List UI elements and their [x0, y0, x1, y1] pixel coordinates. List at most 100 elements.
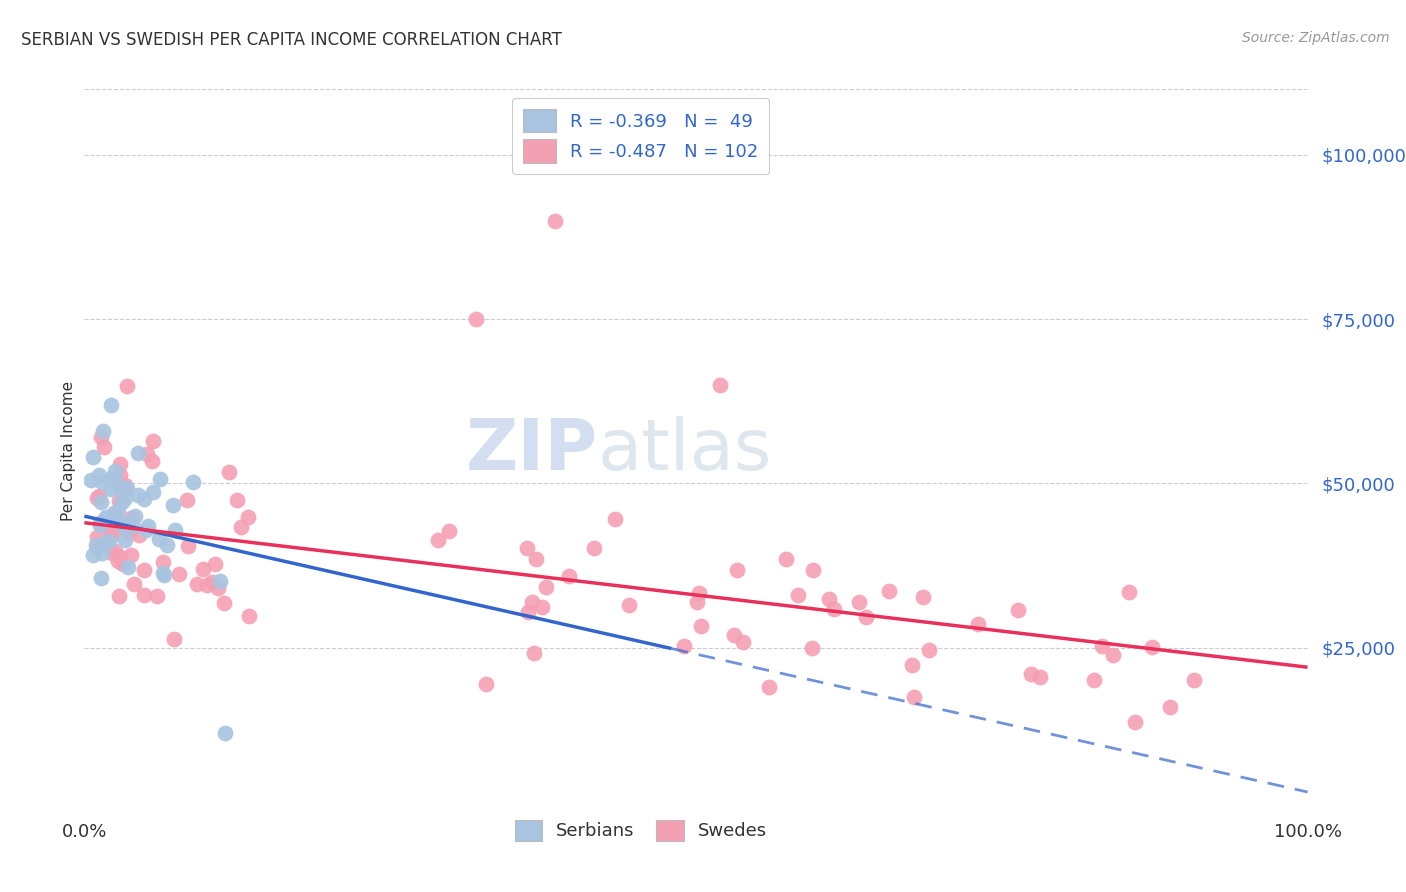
Point — [80, 474, 103, 488]
Point — [901, 658, 924, 673]
Point — [82, 450, 104, 464]
Point — [104, 543, 127, 558]
Point — [176, 493, 198, 508]
Point — [1182, 673, 1205, 688]
Point — [90, 572, 112, 586]
Point — [530, 599, 553, 614]
Point — [238, 609, 260, 624]
Point — [91, 546, 114, 560]
Point — [1123, 714, 1146, 729]
Point — [94, 512, 117, 526]
Point — [558, 569, 581, 583]
Point — [132, 492, 155, 507]
Point — [100, 398, 122, 412]
Point — [128, 528, 150, 542]
Point — [87, 489, 110, 503]
Point — [86, 491, 108, 505]
Point — [103, 509, 125, 524]
Point — [534, 580, 557, 594]
Point — [122, 519, 145, 533]
Text: atlas: atlas — [598, 416, 772, 485]
Point — [1007, 603, 1029, 617]
Point — [524, 552, 547, 566]
Point — [90, 494, 112, 508]
Point — [204, 557, 226, 571]
Point — [127, 488, 149, 502]
Point — [1102, 648, 1125, 663]
Point — [114, 533, 136, 547]
Point — [169, 566, 191, 581]
Point — [723, 627, 745, 641]
Point — [181, 475, 204, 489]
Point — [818, 591, 841, 606]
Point — [163, 632, 186, 646]
Point — [120, 548, 142, 562]
Point — [142, 434, 165, 448]
Point — [114, 491, 136, 506]
Point — [775, 552, 797, 566]
Point — [135, 447, 157, 461]
Point — [112, 519, 135, 533]
Point — [516, 541, 538, 556]
Point — [582, 541, 605, 556]
Point — [823, 602, 845, 616]
Text: SERBIAN VS SWEDISH PER CAPITA INCOME CORRELATION CHART: SERBIAN VS SWEDISH PER CAPITA INCOME COR… — [21, 31, 562, 49]
Point — [209, 574, 232, 589]
Point — [516, 605, 538, 619]
Point — [101, 470, 124, 484]
Point — [91, 424, 114, 438]
Point — [156, 538, 179, 552]
Point — [848, 595, 870, 609]
Point — [475, 677, 498, 691]
Point — [142, 484, 165, 499]
Point — [758, 680, 780, 694]
Point — [903, 690, 925, 705]
Point — [108, 480, 131, 494]
Point — [90, 430, 112, 444]
Point — [89, 518, 111, 533]
Point — [231, 520, 253, 534]
Point — [107, 554, 129, 568]
Point — [100, 474, 122, 488]
Point — [118, 526, 141, 541]
Point — [855, 610, 877, 624]
Text: ZIP: ZIP — [465, 416, 598, 485]
Point — [1142, 640, 1164, 654]
Point — [100, 524, 122, 538]
Point — [82, 548, 104, 562]
Point — [107, 494, 129, 508]
Point — [101, 546, 124, 560]
Point — [132, 563, 155, 577]
Point — [1083, 673, 1105, 688]
Point — [103, 471, 125, 485]
Point — [111, 557, 134, 571]
Point — [94, 510, 117, 524]
Point — [107, 504, 129, 518]
Point — [1021, 667, 1043, 681]
Point — [134, 588, 156, 602]
Point — [110, 457, 132, 471]
Point — [115, 481, 138, 495]
Point — [145, 589, 167, 603]
Point — [94, 535, 117, 549]
Point — [709, 377, 731, 392]
Point — [1091, 639, 1114, 653]
Point — [218, 465, 240, 479]
Point — [603, 512, 626, 526]
Point — [1029, 670, 1052, 684]
Point — [520, 595, 543, 609]
Point — [127, 446, 149, 460]
Point — [207, 581, 229, 595]
Point — [967, 616, 990, 631]
Point — [136, 519, 159, 533]
Y-axis label: Per Capita Income: Per Capita Income — [60, 380, 76, 521]
Point — [787, 588, 810, 602]
Point — [690, 619, 713, 633]
Point — [103, 506, 125, 520]
Point — [523, 646, 546, 660]
Point — [100, 483, 122, 497]
Point — [1159, 699, 1181, 714]
Point — [100, 529, 122, 543]
Point — [148, 532, 170, 546]
Point — [162, 498, 184, 512]
